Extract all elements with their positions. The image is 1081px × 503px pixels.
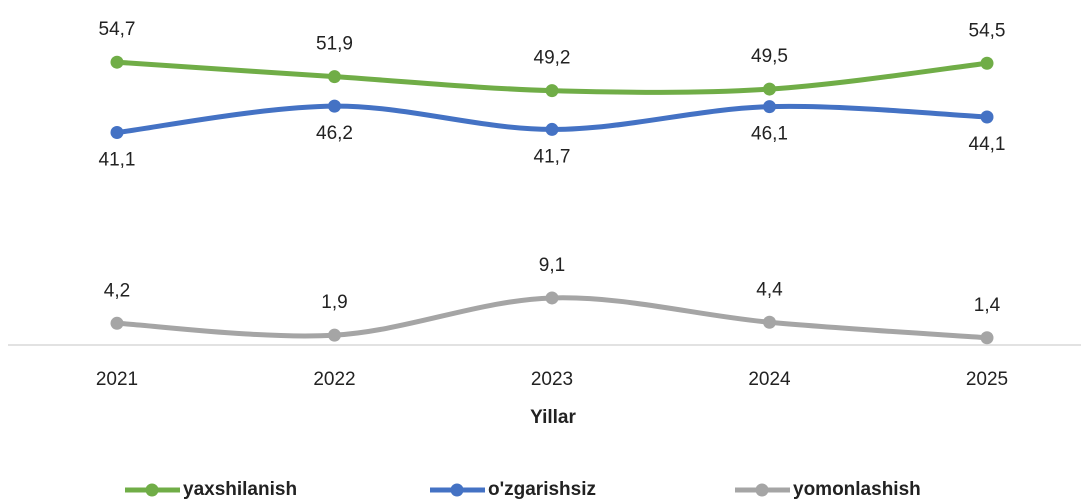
data-point: [980, 110, 994, 124]
x-axis-title: Yillar: [530, 407, 576, 428]
data-label: 9,1: [539, 255, 565, 276]
data-point: [110, 316, 124, 330]
data-label: 1,4: [974, 295, 1001, 316]
data-label: 46,2: [316, 123, 353, 144]
legend-label: yomonlashish: [793, 479, 921, 500]
data-label: 54,5: [969, 20, 1006, 41]
data-point: [328, 70, 341, 84]
data-point: [763, 100, 776, 114]
legend-label: o'zgarishsiz: [488, 479, 596, 500]
data-point: [110, 55, 124, 69]
data-point: [763, 82, 776, 96]
x-tick-label: 2023: [531, 369, 573, 390]
data-label: 41,1: [99, 150, 136, 171]
legend-marker: [755, 483, 769, 497]
data-point: [328, 328, 341, 342]
x-tick-label: 2024: [748, 369, 791, 390]
data-label: 46,1: [751, 124, 788, 145]
legend-marker: [145, 483, 159, 497]
data-label: 1,9: [321, 292, 347, 313]
legend-marker: [450, 483, 464, 497]
data-label: 49,2: [534, 48, 571, 69]
data-label: 44,1: [969, 134, 1006, 155]
data-point: [545, 122, 559, 136]
data-point: [545, 291, 559, 305]
data-label: 4,4: [756, 279, 783, 300]
data-label: 4,2: [104, 280, 130, 301]
legend-label: yaxshilanish: [183, 479, 297, 500]
data-label: 51,9: [316, 34, 353, 55]
data-point: [545, 84, 559, 98]
data-point: [328, 99, 341, 113]
x-tick-label: 2021: [96, 369, 138, 390]
data-label: 54,7: [99, 19, 136, 40]
x-tick-label: 2022: [313, 369, 355, 390]
data-label: 41,7: [534, 146, 571, 167]
x-tick-label: 2025: [966, 369, 1008, 390]
data-point: [110, 126, 124, 140]
data-point: [980, 331, 994, 345]
data-point: [980, 56, 994, 70]
data-label: 49,5: [751, 46, 788, 67]
data-point: [763, 315, 776, 329]
